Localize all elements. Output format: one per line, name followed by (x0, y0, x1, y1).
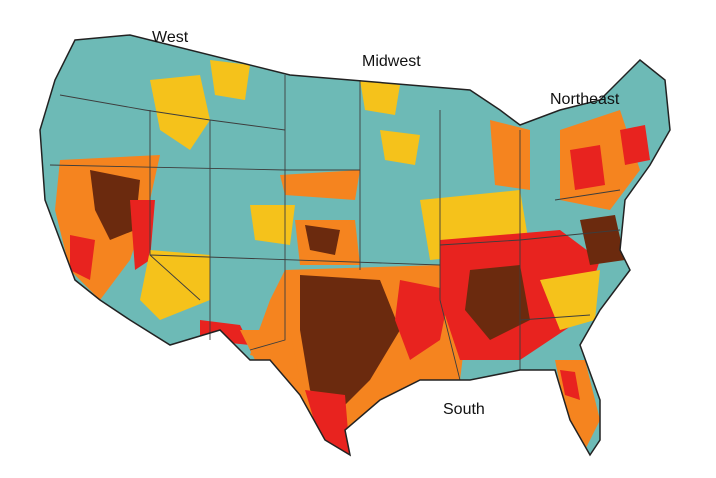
area (490, 120, 530, 190)
area (580, 215, 625, 265)
state-line (554, 189, 621, 201)
us-outline (39, 34, 671, 457)
area (240, 330, 300, 380)
area (395, 280, 450, 360)
area (280, 170, 360, 200)
area (150, 75, 210, 150)
state-lines (49, 75, 621, 381)
area (70, 235, 95, 280)
area (305, 225, 340, 255)
area (465, 265, 530, 340)
area (380, 130, 420, 165)
area (130, 200, 155, 270)
region-label: West (152, 29, 189, 46)
state-line (439, 110, 461, 381)
area (210, 60, 250, 100)
state-line (59, 94, 286, 131)
region-label: South (443, 401, 485, 418)
state-line (519, 314, 591, 321)
state-line (149, 254, 441, 266)
area (620, 125, 650, 165)
county-fills (55, 60, 650, 455)
area (300, 275, 400, 420)
region-label: Northeast (550, 91, 620, 108)
area (90, 170, 140, 240)
area (250, 205, 295, 245)
state-line (249, 270, 286, 351)
region-label: Midwest (362, 53, 421, 70)
area (360, 80, 400, 115)
area (570, 145, 605, 190)
area (140, 250, 210, 320)
area (560, 370, 580, 400)
area (305, 390, 350, 455)
